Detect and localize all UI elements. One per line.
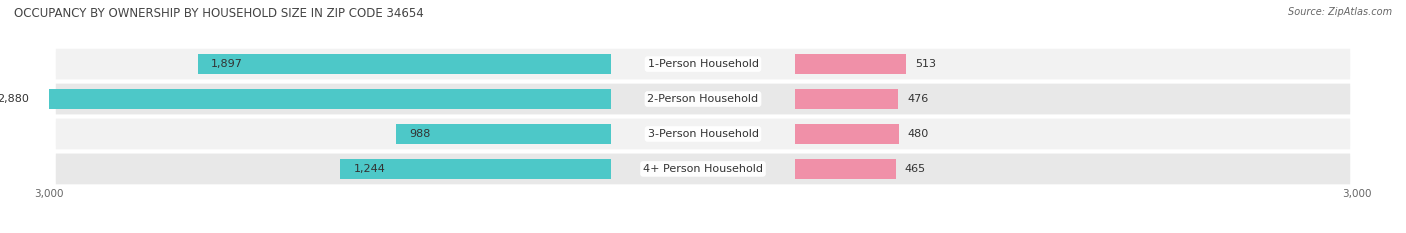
Text: 2-Person Household: 2-Person Household [647,94,759,104]
Text: 1-Person Household: 1-Person Household [648,59,758,69]
FancyBboxPatch shape [56,84,1350,114]
Text: 4+ Person Household: 4+ Person Household [643,164,763,174]
Text: 3-Person Household: 3-Person Household [648,129,758,139]
Text: 513: 513 [915,59,936,69]
Bar [794,159,896,179]
Bar [794,124,900,144]
Text: 2,880: 2,880 [0,94,28,104]
Bar [340,159,612,179]
Bar [198,54,612,74]
Text: 476: 476 [907,94,928,104]
Text: 480: 480 [908,129,929,139]
Text: OCCUPANCY BY OWNERSHIP BY HOUSEHOLD SIZE IN ZIP CODE 34654: OCCUPANCY BY OWNERSHIP BY HOUSEHOLD SIZE… [14,7,423,20]
FancyBboxPatch shape [56,154,1350,184]
Text: 1,897: 1,897 [211,59,243,69]
FancyBboxPatch shape [56,49,1350,79]
Text: Source: ZipAtlas.com: Source: ZipAtlas.com [1288,7,1392,17]
Text: 1,244: 1,244 [353,164,385,174]
Text: 988: 988 [409,129,430,139]
FancyBboxPatch shape [56,119,1350,149]
Bar [0,89,612,109]
Bar [794,54,907,74]
Bar [794,89,898,109]
Bar [396,124,612,144]
Text: 465: 465 [904,164,925,174]
